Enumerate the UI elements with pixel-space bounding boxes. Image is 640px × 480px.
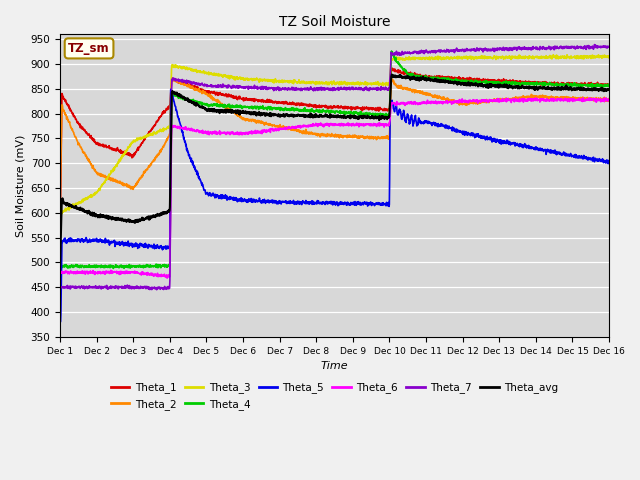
Theta_7 [589, 47, 597, 52]
Theta_6 [605, 97, 613, 103]
Theta_avg [56, 265, 64, 271]
Theta_3 [489, 56, 497, 62]
Theta_3 [58, 211, 65, 217]
Theta_4 [590, 82, 598, 88]
Theta_avg [605, 86, 613, 92]
Theta_4 [109, 265, 117, 271]
Theta_avg [388, 72, 396, 77]
Theta_3 [323, 82, 331, 87]
Theta_6 [489, 97, 497, 103]
Line: Theta_5: Theta_5 [60, 89, 609, 322]
Theta_3 [309, 79, 317, 84]
Theta_1 [308, 103, 316, 108]
Theta_2 [605, 96, 613, 102]
Theta_4 [84, 264, 92, 270]
Theta_6 [56, 270, 64, 276]
Theta_6 [84, 271, 92, 277]
Theta_5 [84, 239, 92, 245]
Theta_6 [579, 95, 587, 101]
Line: Theta_7: Theta_7 [60, 45, 609, 290]
Theta_2 [489, 97, 497, 103]
Theta_2 [84, 157, 92, 163]
Theta_6 [589, 96, 597, 102]
Line: Theta_2: Theta_2 [60, 78, 609, 214]
Theta_3 [589, 54, 597, 60]
Theta_2 [56, 211, 64, 216]
Theta_4 [489, 81, 497, 87]
Theta_5 [589, 155, 597, 160]
Theta_avg [489, 82, 497, 88]
Theta_avg [589, 86, 597, 92]
Theta_2 [589, 96, 597, 102]
Theta_4 [56, 265, 64, 271]
Theta_avg [308, 114, 316, 120]
Theta_3 [84, 194, 92, 200]
Theta_7 [605, 44, 613, 49]
Y-axis label: Soil Moisture (mV): Soil Moisture (mV) [15, 134, 25, 237]
Theta_avg [589, 87, 597, 93]
Theta_2 [323, 131, 331, 136]
Theta_1 [589, 82, 597, 87]
Theta_1 [323, 103, 331, 109]
Line: Theta_avg: Theta_avg [60, 74, 609, 268]
Theta_5 [605, 158, 613, 164]
Theta_2 [309, 132, 317, 137]
Theta_7 [323, 86, 331, 92]
Title: TZ Soil Moisture: TZ Soil Moisture [279, 15, 390, 29]
Line: Theta_4: Theta_4 [60, 51, 609, 268]
Theta_4 [323, 108, 331, 114]
Theta_3 [590, 55, 598, 61]
Theta_1 [56, 237, 64, 243]
Theta_avg [323, 112, 331, 118]
Theta_7 [589, 45, 597, 50]
Theta_avg [84, 208, 92, 214]
Theta_2 [169, 75, 177, 81]
Text: TZ_sm: TZ_sm [68, 42, 110, 55]
Theta_5 [324, 199, 332, 205]
Theta_3 [56, 211, 64, 216]
Theta_3 [550, 52, 557, 58]
Theta_1 [388, 65, 396, 71]
Theta_1 [605, 83, 613, 88]
Theta_6 [323, 121, 331, 127]
Theta_1 [589, 82, 597, 88]
Theta_5 [56, 319, 64, 325]
Theta_7 [84, 285, 92, 290]
Theta_1 [84, 132, 92, 137]
Theta_5 [590, 155, 598, 160]
Theta_7 [489, 47, 497, 52]
Theta_4 [589, 84, 597, 89]
Theta_4 [388, 48, 396, 54]
Theta_7 [56, 284, 64, 289]
Theta_7 [153, 287, 161, 293]
Legend: Theta_1, Theta_2, Theta_3, Theta_4, Theta_5, Theta_6, Theta_7, Theta_avg: Theta_1, Theta_2, Theta_3, Theta_4, Thet… [106, 378, 563, 414]
Theta_5 [309, 199, 317, 205]
Theta_4 [605, 82, 613, 87]
Theta_2 [589, 95, 597, 101]
Theta_7 [309, 87, 317, 93]
Theta_5 [56, 319, 64, 325]
Line: Theta_1: Theta_1 [60, 68, 609, 240]
Theta_3 [605, 55, 613, 60]
Theta_1 [489, 78, 497, 84]
Line: Theta_6: Theta_6 [60, 98, 609, 278]
X-axis label: Time: Time [321, 361, 348, 371]
Theta_6 [590, 96, 598, 102]
Theta_5 [489, 138, 497, 144]
Line: Theta_3: Theta_3 [60, 55, 609, 214]
Theta_6 [163, 275, 171, 281]
Theta_4 [309, 108, 317, 113]
Theta_7 [591, 42, 598, 48]
Theta_6 [309, 121, 317, 127]
Theta_5 [167, 86, 175, 92]
